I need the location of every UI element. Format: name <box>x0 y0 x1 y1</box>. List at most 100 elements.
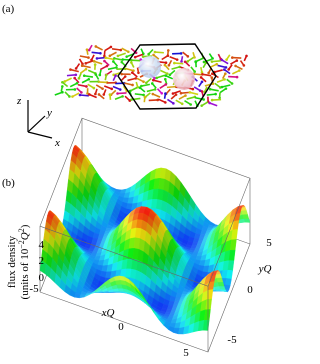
spin-arrow <box>107 66 117 71</box>
spin-field <box>54 44 248 108</box>
axis-title: xQ <box>101 307 115 319</box>
spin-head <box>224 66 228 69</box>
surface-patch <box>225 278 232 286</box>
spin-arrow <box>152 93 161 98</box>
spin-arrow <box>70 68 79 73</box>
surface-patch <box>216 277 224 283</box>
spin-head <box>63 80 67 83</box>
spin-arrow <box>96 56 106 60</box>
spin-head <box>130 61 133 64</box>
spin-head <box>151 78 155 82</box>
spin-head <box>97 93 101 96</box>
spin-arrow <box>174 62 184 65</box>
spin-head <box>78 93 82 97</box>
axis-title: (units of 10−2Q2) <box>17 224 31 299</box>
spin-arrow <box>166 85 176 89</box>
spin-head <box>114 74 117 77</box>
spin-head <box>153 76 156 80</box>
spin-head <box>200 90 204 93</box>
spin-head <box>87 48 91 52</box>
spin-arrow <box>117 52 126 57</box>
spin-head <box>224 87 228 90</box>
spin-head <box>113 57 116 60</box>
spin-head <box>179 91 183 95</box>
spin-head <box>237 69 241 72</box>
spin-head <box>123 75 127 78</box>
spin-head <box>153 50 157 54</box>
spin-head <box>116 92 119 95</box>
spin-arrow <box>228 75 238 78</box>
spin-head <box>235 59 239 62</box>
spin-arrow <box>186 96 196 100</box>
axis-title: yQ <box>258 263 272 275</box>
spin-arrow <box>79 94 89 97</box>
spin-head <box>166 54 170 57</box>
spin-head <box>141 55 145 58</box>
spin-arrow <box>112 85 121 91</box>
spin-head <box>150 82 154 85</box>
spin-arrow <box>125 67 134 72</box>
spin-head <box>214 92 217 96</box>
spin-arrow <box>154 51 164 54</box>
spin-arrow <box>206 93 216 96</box>
spin-head <box>84 62 88 65</box>
surface-patch <box>226 269 233 280</box>
spin-head <box>211 57 214 60</box>
spin-arrow <box>141 83 151 87</box>
figure: (a) z y x (b) flux density (units of 10−… <box>2 3 272 359</box>
spin-head <box>130 98 133 101</box>
spin-head <box>167 63 171 67</box>
spin-head <box>131 83 134 87</box>
spin-arrow <box>153 79 162 83</box>
surface-patch <box>217 281 225 287</box>
surface-patch <box>242 213 250 219</box>
spin-head <box>234 64 237 68</box>
spin-arrow <box>148 99 158 102</box>
spin-head <box>164 74 167 77</box>
spin-head <box>207 71 210 75</box>
spin-arrow <box>180 91 190 95</box>
spin-arrow <box>169 56 178 61</box>
spin-head <box>82 74 86 78</box>
spin-head <box>208 101 211 105</box>
tick-label: -5 <box>227 334 237 346</box>
spin-head <box>133 55 137 59</box>
spin-head <box>152 53 155 57</box>
spin-arrow <box>117 92 127 95</box>
spin-head <box>103 59 106 63</box>
spin-arrow <box>94 60 103 65</box>
spin-head <box>147 52 150 56</box>
spin-head <box>166 72 169 75</box>
spin-head <box>202 98 205 101</box>
spin-head <box>245 54 248 58</box>
hexagon <box>117 43 217 110</box>
tick-label: 5 <box>266 237 272 249</box>
spin-head <box>94 92 97 96</box>
spin-head <box>104 56 108 60</box>
skyrmion-sphere <box>173 68 195 90</box>
tick-label: 2 <box>39 255 45 267</box>
box-edge <box>207 178 251 287</box>
spin-head <box>201 72 204 76</box>
spin-head <box>134 77 138 80</box>
axis-label: z <box>16 95 22 107</box>
spin-head <box>163 77 167 81</box>
spin-head <box>227 68 230 71</box>
spin-head <box>74 67 78 70</box>
spin-head <box>186 60 189 63</box>
spin-head <box>208 87 212 91</box>
spin-head <box>108 54 112 58</box>
spin-head <box>164 101 167 104</box>
spin-head <box>153 88 157 91</box>
spin-arrow <box>212 98 222 101</box>
spin-head <box>121 58 125 61</box>
surface-patch <box>204 309 211 321</box>
spin-head <box>178 65 181 69</box>
spin-head <box>225 58 228 61</box>
spin-arrow <box>221 84 231 88</box>
spin-arrow <box>77 83 87 88</box>
axis-title: flux density <box>6 235 18 288</box>
spin-head <box>242 64 246 67</box>
spin-arrow <box>216 78 225 83</box>
spin-head <box>231 56 234 59</box>
